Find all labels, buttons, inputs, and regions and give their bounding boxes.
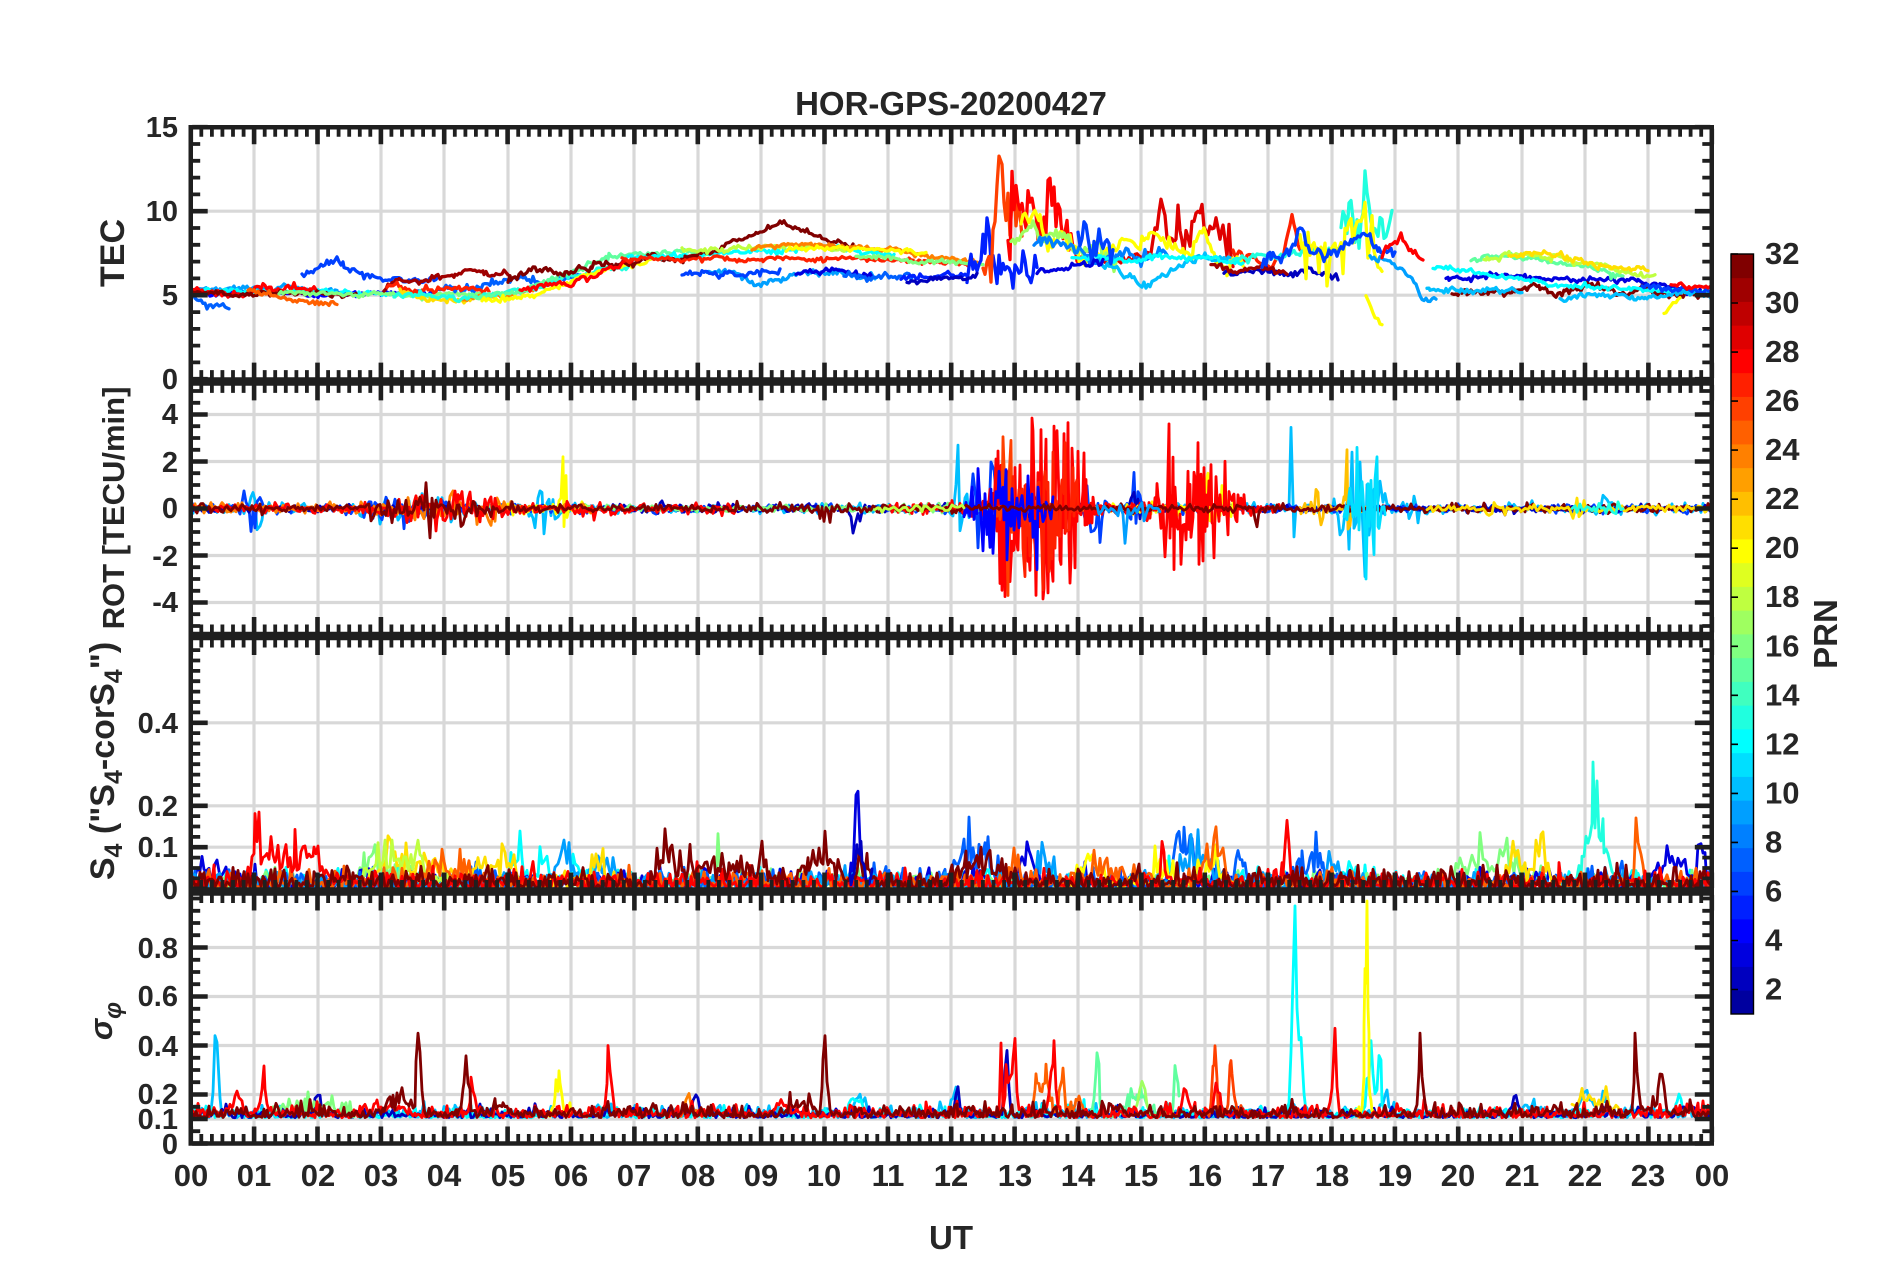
svg-text:5: 5 (162, 280, 178, 312)
svg-text:2: 2 (162, 447, 178, 479)
svg-text:0.2: 0.2 (138, 791, 178, 823)
svg-text:07: 07 (617, 1158, 651, 1193)
svg-text:17: 17 (1251, 1158, 1285, 1193)
svg-text:15: 15 (1124, 1158, 1158, 1193)
svg-text:13: 13 (998, 1158, 1032, 1193)
svg-text:08: 08 (681, 1158, 715, 1193)
svg-text:10: 10 (807, 1158, 841, 1193)
svg-text:2: 2 (1765, 972, 1782, 1007)
svg-text:0.4: 0.4 (138, 708, 178, 740)
svg-text:30: 30 (1765, 285, 1799, 320)
svg-text:06: 06 (554, 1158, 588, 1193)
svg-text:00: 00 (1695, 1158, 1729, 1193)
svg-text:23: 23 (1631, 1158, 1665, 1193)
svg-text:32: 32 (1765, 236, 1799, 271)
svg-text:20: 20 (1765, 530, 1799, 565)
svg-text:16: 16 (1188, 1158, 1222, 1193)
svg-text:0.1: 0.1 (138, 1104, 178, 1136)
svg-text:0.2: 0.2 (138, 1079, 178, 1111)
svg-text:20: 20 (1441, 1158, 1475, 1193)
svg-text:8: 8 (1765, 824, 1782, 859)
svg-text:19: 19 (1378, 1158, 1412, 1193)
svg-text:UT: UT (929, 1219, 973, 1256)
svg-text:0.1: 0.1 (138, 832, 178, 864)
svg-text:14: 14 (1061, 1158, 1096, 1193)
svg-text:0.6: 0.6 (138, 981, 178, 1013)
svg-text:03: 03 (364, 1158, 398, 1193)
svg-text:0.4: 0.4 (138, 1031, 178, 1063)
svg-text:HOR-GPS-20200427: HOR-GPS-20200427 (795, 85, 1107, 122)
svg-text:01: 01 (237, 1158, 271, 1193)
svg-text:12: 12 (1765, 726, 1799, 761)
svg-text:21: 21 (1505, 1158, 1539, 1193)
svg-text:4: 4 (1765, 923, 1783, 958)
svg-text:4: 4 (162, 399, 178, 431)
svg-text:0: 0 (162, 493, 178, 525)
svg-text:02: 02 (301, 1158, 335, 1193)
svg-text:00: 00 (174, 1158, 208, 1193)
svg-text:18: 18 (1315, 1158, 1349, 1193)
svg-text:24: 24 (1765, 432, 1800, 467)
svg-text:PRN: PRN (1807, 599, 1844, 669)
svg-text:28: 28 (1765, 334, 1799, 369)
svg-text:10: 10 (146, 196, 178, 228)
svg-text:-2: -2 (152, 541, 178, 573)
svg-text:04: 04 (427, 1158, 462, 1193)
svg-text:16: 16 (1765, 628, 1799, 663)
svg-text:18: 18 (1765, 579, 1799, 614)
svg-text:-4: -4 (152, 587, 178, 619)
svg-text:0: 0 (162, 1129, 178, 1161)
svg-text:10: 10 (1765, 775, 1799, 810)
svg-text:15: 15 (146, 112, 178, 144)
svg-text:05: 05 (491, 1158, 525, 1193)
svg-text:22: 22 (1568, 1158, 1602, 1193)
svg-text:12: 12 (934, 1158, 968, 1193)
svg-text:14: 14 (1765, 677, 1800, 712)
svg-text:0: 0 (162, 874, 178, 906)
svg-text:09: 09 (744, 1158, 778, 1193)
svg-text:22: 22 (1765, 481, 1799, 516)
svg-text:ROT [TECU/min]: ROT [TECU/min] (96, 387, 131, 630)
svg-text:11: 11 (872, 1158, 905, 1193)
svg-text:0: 0 (162, 364, 178, 396)
svg-text:26: 26 (1765, 383, 1799, 418)
svg-text:TEC: TEC (94, 219, 132, 287)
svg-text:0.8: 0.8 (138, 933, 178, 965)
svg-text:6: 6 (1765, 873, 1782, 908)
